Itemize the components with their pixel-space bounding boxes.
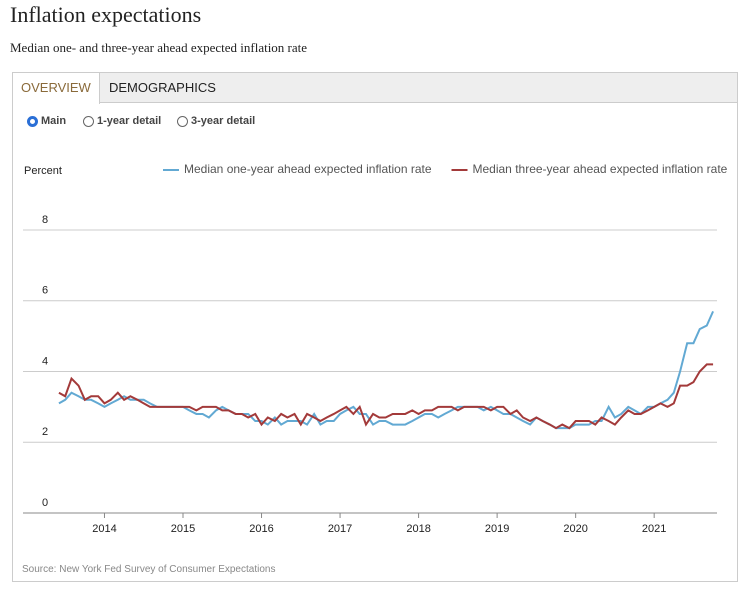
tab-bar: OVERVIEW DEMOGRAPHICS	[13, 73, 737, 104]
series-line	[58, 310, 714, 430]
legend-label: Median one-year ahead expected inflation…	[184, 162, 432, 176]
panel: OVERVIEW DEMOGRAPHICS Main 1-year detail…	[12, 72, 738, 582]
radio-option[interactable]: Main	[27, 115, 66, 127]
radio-option[interactable]: 3-year detail	[177, 115, 255, 127]
x-tick-label: 2017	[328, 523, 352, 535]
radio-label[interactable]: 1-year detail	[97, 115, 162, 127]
radio[interactable]	[27, 115, 38, 127]
x-tick-label: 2019	[485, 523, 509, 535]
x-tick-label: 2016	[249, 523, 273, 535]
y-tick-label: 4	[42, 355, 48, 367]
radio-label[interactable]: Main	[41, 115, 67, 127]
radio[interactable]	[177, 115, 188, 127]
radio-label[interactable]: 3-year detail	[191, 115, 256, 127]
tab[interactable]: OVERVIEW	[13, 73, 100, 104]
source: Source: New York Fed Survey of Consumer …	[22, 564, 276, 575]
y-axis-label: Percent	[24, 165, 62, 177]
legend-label: Median three-year ahead expected inflati…	[473, 162, 728, 176]
tab[interactable]: DEMOGRAPHICS	[109, 80, 216, 95]
x-tick-label: 2021	[642, 523, 666, 535]
subtitle: Median one- and three-year ahead expecte…	[10, 40, 308, 55]
title: Inflation expectations	[10, 2, 202, 27]
radio[interactable]	[83, 115, 94, 127]
y-tick-label: 2	[42, 426, 48, 438]
y-tick-label: 0	[42, 497, 48, 509]
x-tick-label: 2018	[406, 523, 430, 535]
radio-option[interactable]: 1-year detail	[83, 115, 161, 127]
y-tick-label: 8	[42, 214, 48, 226]
series-line	[58, 363, 714, 430]
x-tick-label: 2015	[171, 523, 195, 535]
x-tick-label: 2020	[563, 523, 587, 535]
y-tick-label: 6	[42, 285, 48, 297]
x-tick-label: 2014	[92, 523, 116, 535]
